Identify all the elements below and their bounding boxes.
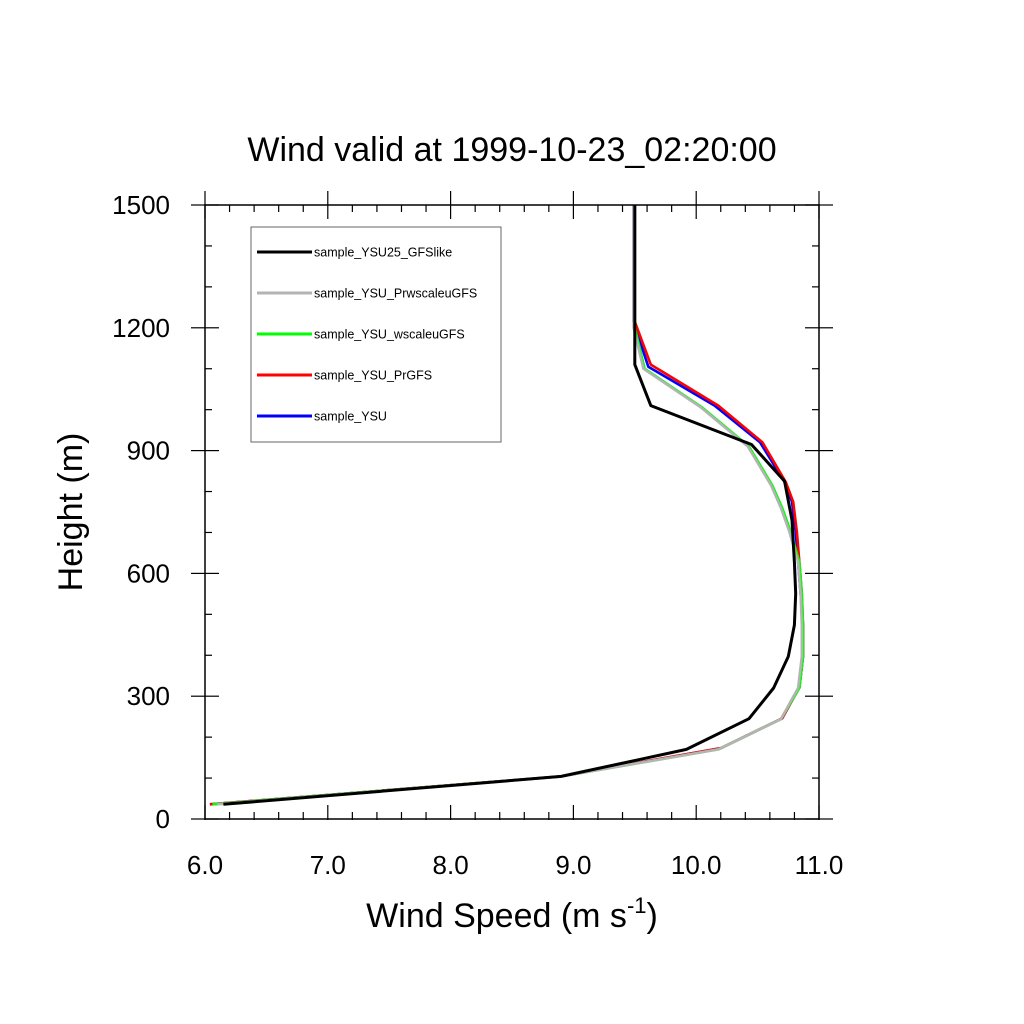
x-tick-label: 8.0 bbox=[433, 850, 469, 880]
legend-label: sample_YSU25_GFSlike bbox=[314, 246, 452, 260]
chart-title: Wind valid at 1999-10-23_02:20:00 bbox=[247, 131, 776, 169]
x-tick-labels: 6.0 7.0 8.0 9.0 10.0 11.0 bbox=[187, 850, 843, 880]
plot-frame bbox=[204, 204, 820, 820]
y-axis-label: Height (m) bbox=[52, 433, 90, 592]
y-tick-label: 600 bbox=[127, 558, 170, 588]
series-line-sample_YSU25_GFSlike bbox=[223, 205, 798, 806]
x-tick-label: 10.0 bbox=[671, 850, 722, 880]
y-tick-labels: 0 300 600 900 1200 1500 bbox=[112, 190, 170, 834]
x-tick-label: 9.0 bbox=[555, 850, 591, 880]
legend-label: sample_YSU_wscaleuGFS bbox=[314, 328, 465, 342]
y-tick-label: 300 bbox=[127, 681, 170, 711]
x-tick-label: 11.0 bbox=[795, 850, 844, 880]
x-axis-label: Wind Speed (m s-1) bbox=[366, 893, 658, 935]
x-axis-label-superscript: -1 bbox=[627, 893, 647, 918]
x-axis-label-main: Wind Speed (m s bbox=[366, 897, 627, 935]
legend-label: sample_YSU_PrwscaleuGFS bbox=[314, 287, 477, 301]
ticks-layer bbox=[191, 191, 833, 820]
series-layer bbox=[209, 205, 805, 806]
y-tick-label: 1200 bbox=[112, 313, 170, 343]
legend-label: sample_YSU bbox=[314, 410, 387, 424]
x-axis-label-end: ) bbox=[647, 897, 658, 935]
x-tick-label: 7.0 bbox=[310, 850, 346, 880]
legend-label: sample_YSU_PrGFS bbox=[314, 369, 432, 383]
y-tick-label: 900 bbox=[127, 436, 170, 466]
legend: sample_YSU25_GFSlike sample_YSU_Prwscaleu… bbox=[250, 226, 502, 443]
y-tick-label: 1500 bbox=[112, 190, 170, 220]
y-tick-label: 0 bbox=[156, 804, 170, 834]
x-tick-label: 6.0 bbox=[187, 850, 223, 880]
